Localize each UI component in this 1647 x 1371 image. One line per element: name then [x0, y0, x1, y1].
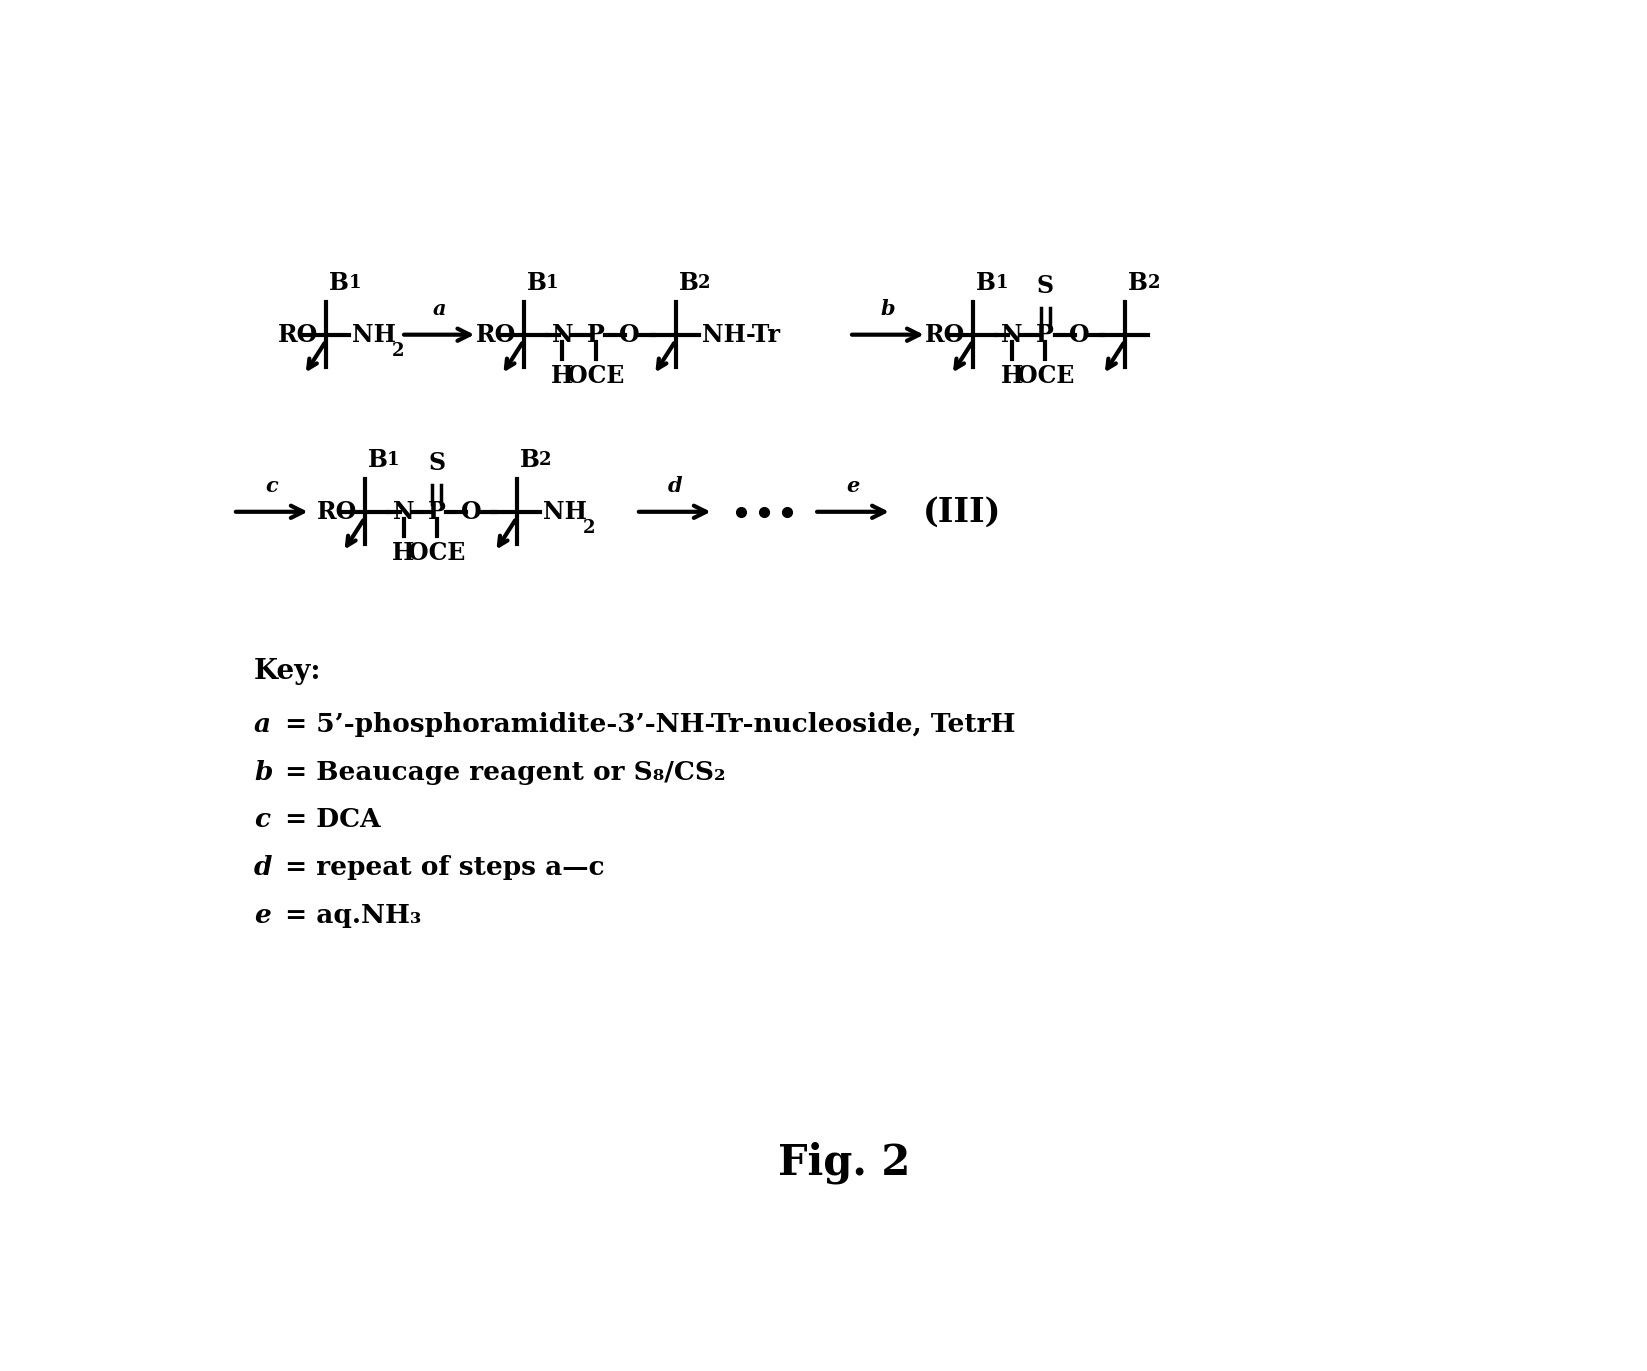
Text: B: B [329, 270, 349, 295]
Text: NH: NH [544, 500, 586, 524]
Text: b: b [254, 760, 272, 784]
Text: N: N [1001, 322, 1023, 347]
Text: NH-Tr: NH-Tr [702, 322, 781, 347]
Text: d: d [667, 476, 682, 496]
Text: S: S [428, 451, 445, 474]
Text: 1: 1 [995, 274, 1008, 292]
Text: 2: 2 [392, 343, 405, 361]
Text: RO: RO [316, 500, 357, 524]
Text: P: P [1036, 322, 1054, 347]
Text: OCE: OCE [408, 542, 466, 565]
Text: a: a [254, 712, 272, 738]
Text: e: e [847, 476, 860, 496]
Text: B: B [1128, 270, 1148, 295]
Text: B: B [520, 448, 540, 472]
Text: OCE: OCE [567, 363, 624, 388]
Text: 2: 2 [583, 520, 595, 537]
Text: 1: 1 [547, 274, 558, 292]
Text: NH: NH [352, 322, 397, 347]
Text: (III): (III) [922, 495, 1001, 528]
Text: a: a [433, 299, 446, 319]
Text: 2: 2 [539, 451, 552, 469]
Text: Fig. 2: Fig. 2 [777, 1141, 911, 1183]
Text: 2: 2 [698, 274, 710, 292]
Text: B: B [679, 270, 698, 295]
Text: d: d [254, 856, 272, 880]
Text: = Beaucage reagent or S₈/CS₂: = Beaucage reagent or S₈/CS₂ [275, 760, 725, 784]
Text: S: S [1036, 274, 1054, 298]
Text: = DCA: = DCA [275, 808, 380, 832]
Text: B: B [977, 270, 996, 295]
Text: O: O [461, 500, 481, 524]
Text: O: O [619, 322, 641, 347]
Text: c: c [254, 808, 270, 832]
Text: OCE: OCE [1016, 363, 1074, 388]
Text: e: e [254, 903, 270, 928]
Text: 1: 1 [349, 274, 361, 292]
Text: B: B [527, 270, 547, 295]
Text: O: O [1069, 322, 1090, 347]
Text: 1: 1 [387, 451, 400, 469]
Text: N: N [552, 322, 573, 347]
Text: = 5’-phosphoramidite-3’-NH-Tr-nucleoside, TetrH: = 5’-phosphoramidite-3’-NH-Tr-nucleoside… [275, 712, 1015, 738]
Text: 2: 2 [1148, 274, 1159, 292]
Text: = aq.NH₃: = aq.NH₃ [275, 903, 422, 928]
Text: N: N [392, 500, 415, 524]
Text: RO: RO [926, 322, 965, 347]
Text: Key:: Key: [254, 658, 321, 686]
Text: H: H [1001, 363, 1023, 388]
Text: H: H [552, 363, 573, 388]
Text: = repeat of steps a—c: = repeat of steps a—c [275, 856, 604, 880]
Text: b: b [881, 299, 896, 319]
Text: RO: RO [278, 322, 318, 347]
Text: H: H [392, 542, 415, 565]
Text: B: B [367, 448, 387, 472]
Text: P: P [428, 500, 446, 524]
Text: P: P [586, 322, 604, 347]
Text: RO: RO [476, 322, 516, 347]
Text: c: c [265, 476, 278, 496]
